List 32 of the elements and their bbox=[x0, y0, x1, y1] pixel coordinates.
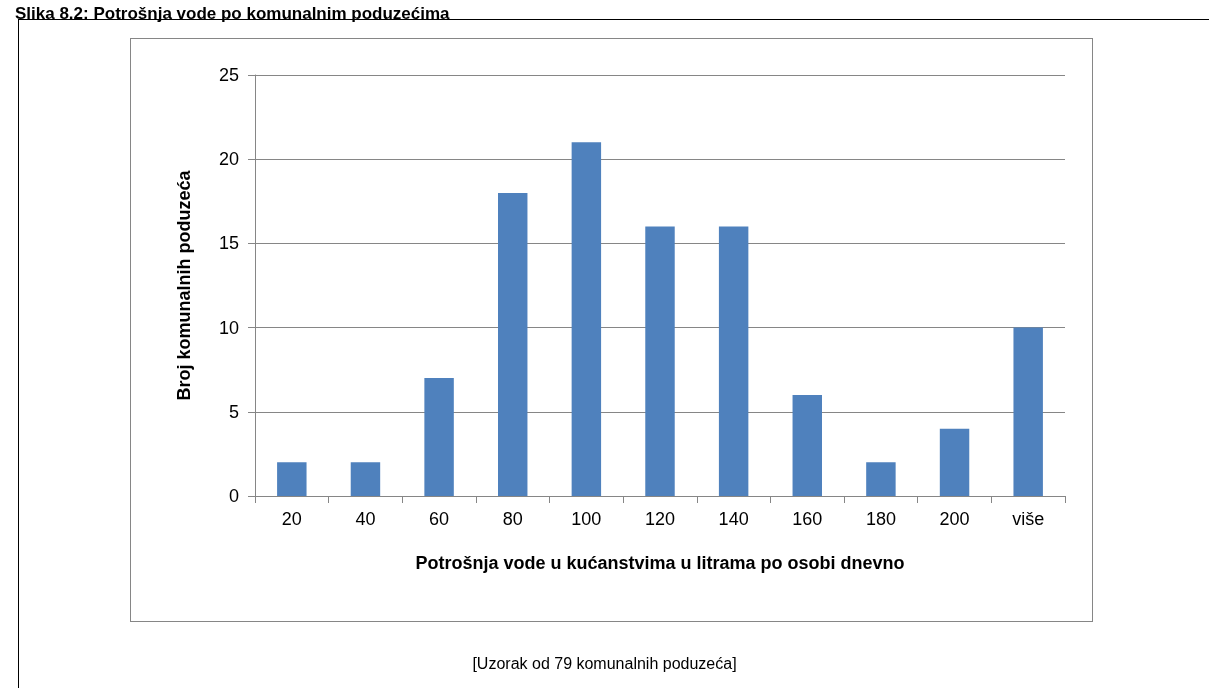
x-tick-label: 140 bbox=[718, 509, 749, 529]
bar bbox=[792, 394, 822, 496]
bar bbox=[866, 462, 896, 496]
x-tick-label: 100 bbox=[571, 509, 602, 529]
x-tick-label: više bbox=[1012, 509, 1045, 529]
bar bbox=[939, 428, 970, 496]
x-tick-label: 180 bbox=[865, 509, 896, 529]
x-tick-label: 160 bbox=[792, 509, 823, 529]
x-tick-label: 40 bbox=[355, 509, 376, 529]
x-tick-label: 120 bbox=[644, 509, 676, 529]
bar bbox=[718, 226, 749, 496]
bar bbox=[277, 462, 307, 496]
y-tick-label: 10 bbox=[218, 317, 239, 338]
y-tick-label: 5 bbox=[228, 401, 239, 422]
bar bbox=[424, 378, 454, 496]
x-axis-title: Potrošnja vode u kućanstvima u litrama po osobi dnevno bbox=[415, 553, 905, 573]
x-tick-label: 60 bbox=[429, 509, 450, 529]
y-axis-title: Broj komunalnih poduzeća bbox=[174, 169, 194, 401]
y-tick-label: 15 bbox=[218, 233, 239, 254]
x-tick-label: 200 bbox=[939, 509, 970, 529]
bar bbox=[1013, 327, 1043, 496]
y-tick-label: 25 bbox=[218, 65, 239, 85]
bar bbox=[498, 192, 528, 496]
bar bbox=[571, 142, 602, 496]
x-tick-label: 80 bbox=[502, 509, 523, 529]
bar bbox=[350, 462, 381, 496]
text: [Uzorak od 79 komunalnih poduzeća] bbox=[472, 654, 737, 672]
chart-title: Slika 8.2: Potrošnja vode po komunalnim poduzećima bbox=[15, 4, 451, 23]
bar bbox=[645, 226, 675, 496]
x-tick-label: 20 bbox=[281, 509, 302, 529]
y-tick-label: 20 bbox=[218, 149, 239, 170]
y-tick-label: 0 bbox=[228, 486, 239, 506]
